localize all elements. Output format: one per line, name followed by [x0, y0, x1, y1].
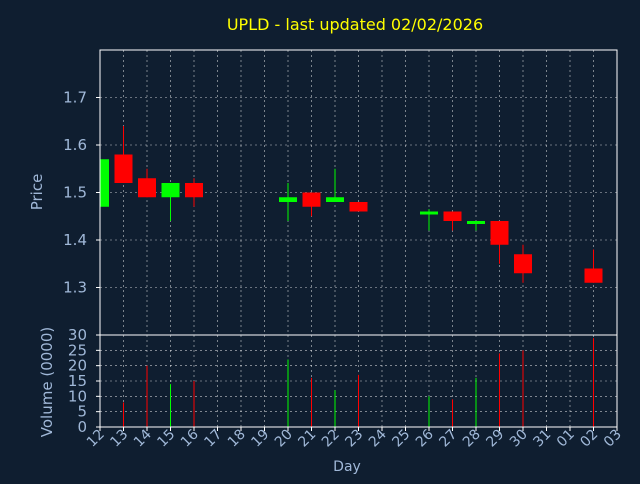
- price-y-tick-label: 1.3: [63, 279, 87, 297]
- candle-body: [443, 211, 462, 221]
- x-tick-label: 23: [342, 427, 366, 451]
- volume-y-tick-label: 5: [77, 403, 87, 421]
- candle-body: [302, 192, 321, 207]
- candle-body: [514, 254, 532, 274]
- x-tick-labels: 12 13 14 15 16 17 18 19 20 21 22 23 24 25 26 27 28 29 30 31…: [84, 426, 625, 450]
- x-tick-label: 24: [366, 426, 390, 450]
- price-y-tick-label: 1.4: [63, 231, 87, 249]
- x-tick-label: 03: [601, 427, 625, 451]
- candle-body: [326, 197, 344, 202]
- volume-axis-label: Volume (0000): [38, 327, 56, 437]
- candle-body: [584, 268, 603, 283]
- x-tick-label: 13: [107, 427, 131, 451]
- candle-body: [114, 154, 133, 183]
- x-tick-label: 25: [389, 427, 413, 451]
- x-tick-label: 31: [530, 427, 554, 451]
- price-axis-label: Price: [28, 174, 46, 211]
- x-tick-label: 14: [131, 426, 155, 450]
- price-y-tick-label: 1.6: [63, 136, 87, 154]
- candle-body: [420, 211, 438, 215]
- candle-body: [100, 159, 109, 207]
- x-tick-label: 16: [178, 426, 202, 450]
- candle-body: [138, 178, 156, 198]
- x-tick-label: 18: [225, 427, 249, 451]
- price-panel: 1.3 1.4 1.5 1.6 1.7: [63, 49, 618, 336]
- volume-y-tick-label: 0: [77, 418, 87, 436]
- x-tick-label: 29: [483, 427, 507, 451]
- x-tick-label: 28: [460, 427, 484, 451]
- chart-title: UPLD - last updated 02/02/2026: [227, 15, 483, 34]
- x-tick-label: 30: [507, 427, 531, 451]
- x-tick-label: 21: [295, 427, 319, 451]
- x-tick-label: 12: [84, 427, 108, 451]
- x-tick-label: 19: [248, 427, 272, 451]
- candle-body: [161, 183, 180, 198]
- candle-body: [185, 183, 203, 198]
- x-tick-label: 15: [154, 427, 178, 451]
- price-y-tick-label: 1.5: [63, 184, 87, 202]
- candle-body: [467, 221, 485, 224]
- x-tick-label: 17: [201, 427, 225, 451]
- x-tick-label: 22: [319, 427, 343, 451]
- volume-y-tick-label: 10: [68, 387, 87, 405]
- candle-body: [490, 221, 509, 245]
- volume-y-tick-label: 15: [68, 372, 87, 390]
- x-tick-label: 27: [436, 427, 460, 451]
- price-y-tick-label: 1.7: [63, 89, 87, 107]
- candle-body: [279, 197, 297, 202]
- day-axis-label: Day: [333, 459, 361, 475]
- candle-body: [349, 202, 368, 212]
- x-tick-label: 20: [272, 427, 296, 451]
- x-tick-label: 01: [554, 427, 578, 451]
- x-tick-label: 26: [413, 426, 437, 450]
- volume-y-tick-label: 30: [68, 326, 87, 344]
- volume-y-tick-label: 20: [68, 357, 87, 375]
- x-tick-label: 02: [577, 427, 601, 451]
- volume-y-tick-label: 25: [68, 341, 87, 359]
